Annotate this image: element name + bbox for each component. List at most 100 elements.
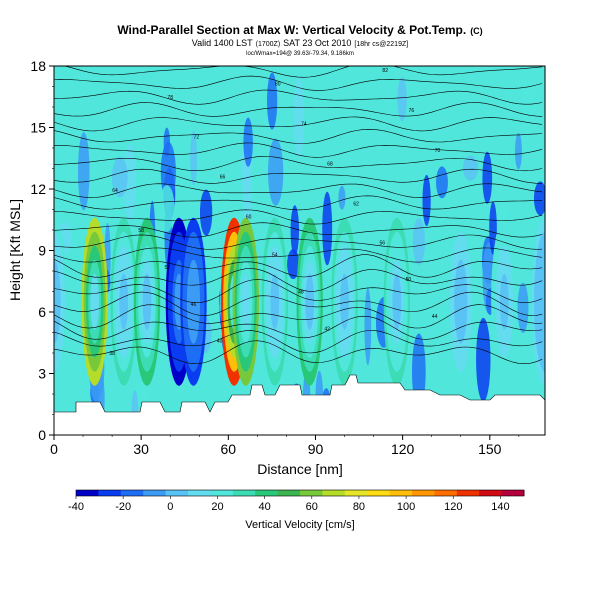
theta-contour-label: 62 (353, 201, 359, 207)
y-axis-label: Height [Kft MSL] (7, 199, 23, 301)
theta-contour-label: 80 (275, 81, 281, 87)
velocity-cell (290, 205, 300, 256)
y-tick-label: 12 (30, 181, 46, 197)
theta-contour (54, 254, 543, 278)
colorbar-swatch (188, 490, 211, 496)
colorbar-tick-label: 120 (444, 501, 462, 513)
colorbar-swatch (344, 490, 368, 496)
colorbar-swatch (277, 490, 301, 496)
theta-contour (54, 102, 543, 117)
velocity-cell (522, 79, 537, 142)
colorbar-tick-label: 40 (259, 501, 271, 513)
y-tick-label: 9 (38, 243, 46, 259)
colorbar-swatch (501, 490, 525, 496)
y-axis: 0 3 6 9 12 15 18 (30, 58, 54, 443)
colorbar-tick-label: 80 (353, 501, 365, 513)
y-tick-label: 15 (30, 120, 46, 136)
theta-contour-label: 64 (112, 188, 118, 194)
theta-contour (54, 291, 543, 316)
colorbar-label: Vertical Velocity [cm/s] (245, 519, 354, 531)
theta-contour-label: 74 (301, 121, 307, 127)
velocity-cell (489, 201, 497, 255)
theta-contour-label: 82 (382, 68, 388, 74)
x-axis-label: Distance [nm] (257, 461, 343, 477)
theta-contour-label: 70 (435, 148, 441, 154)
colorbar-swatch (210, 490, 234, 496)
y-tick-label: 3 (38, 366, 46, 382)
theta-contour-label: 50 (406, 277, 412, 283)
theta-contour-label: 76 (409, 108, 415, 114)
theta-contour (54, 315, 543, 340)
theta-contours: 38 40 42 44 46 48 50 52 54 56 58 60 62 64 66 68 70 72 74 76… (54, 66, 543, 365)
colorbar-frame (75, 489, 525, 497)
velocity-core (241, 273, 251, 330)
velocity-cell (482, 151, 493, 204)
x-tick-label: 90 (308, 441, 324, 457)
y-tick-label: 18 (30, 58, 46, 74)
velocity-core (54, 273, 59, 330)
velocity-cell (476, 317, 491, 402)
colorbar-swatch (143, 490, 167, 496)
colorbar-swatch (98, 490, 122, 496)
colorbar-swatch (300, 490, 323, 496)
theta-contour-label: 48 (298, 290, 304, 296)
theta-contour-label: 60 (246, 215, 252, 221)
colorbar-tick-label: -20 (115, 501, 131, 513)
x-tick-label: 150 (478, 441, 502, 457)
x-axis: 0 30 60 90 120 150 (50, 435, 520, 457)
velocity-cell (77, 132, 90, 211)
theta-contour (54, 195, 543, 211)
chart-subtitle: Valid 1400 LST (1700Z) SAT 23 Oct 2010 [18h… (192, 38, 408, 48)
velocity-core (340, 273, 349, 330)
velocity-cell (436, 166, 448, 199)
velocity-core (90, 273, 100, 330)
colorbar-tick-label: -40 (68, 501, 84, 513)
colorbar-tick-label: 100 (397, 501, 415, 513)
colorbar-tick-label: 140 (491, 501, 509, 513)
theta-contour-label: 72 (194, 135, 200, 141)
colorbar-swatch (479, 490, 503, 496)
theta-contour (54, 75, 543, 91)
theta-contour (54, 183, 543, 198)
colorbar-swatch (322, 490, 346, 496)
theta-contour (54, 234, 543, 250)
x-tick-label: 30 (133, 441, 149, 457)
colorbar-swatch (434, 490, 458, 496)
velocity-cell (123, 144, 137, 221)
theta-contour-label: 38 (109, 351, 115, 357)
velocity-core (189, 273, 198, 330)
theta-contour-label: 66 (220, 175, 226, 181)
velocity-cell (533, 181, 545, 216)
theta-contour (54, 128, 543, 144)
x-tick-label: 60 (221, 441, 237, 457)
colorbar-tick-label: 60 (306, 501, 318, 513)
velocity-core (456, 273, 466, 330)
theta-contour (54, 330, 543, 354)
velocity-cell (190, 131, 198, 186)
theta-contour (54, 209, 543, 225)
velocity-cell (199, 189, 213, 236)
colorbar-swatch (389, 490, 413, 496)
x-tick-label: 120 (391, 441, 415, 457)
theta-contour (54, 156, 543, 172)
velocity-cell (322, 191, 333, 266)
theta-contour-label: 78 (167, 95, 173, 101)
theta-contour-label: 68 (327, 161, 333, 167)
y-tick-label: 6 (38, 304, 46, 320)
x-tick-label: 0 (50, 441, 58, 457)
velocity-cell (462, 155, 479, 181)
theta-contour-label: 44 (432, 314, 438, 320)
chart-title: Wind-Parallel Section at Max W: Vertical… (117, 23, 482, 37)
colorbar-tick-label: 0 (167, 501, 173, 513)
theta-contour-label: 52 (165, 265, 171, 271)
colorbar-swatch (456, 490, 480, 496)
y-tick-label: 0 (38, 427, 46, 443)
colorbar-tick-label: 20 (211, 501, 223, 513)
velocity-cell (267, 138, 284, 206)
theta-contour (54, 304, 543, 329)
theta-contour (54, 268, 543, 292)
velocity-core (392, 273, 402, 330)
colorbar-swatch (76, 490, 99, 496)
theta-contour (54, 247, 543, 263)
velocity-cell (364, 288, 372, 366)
